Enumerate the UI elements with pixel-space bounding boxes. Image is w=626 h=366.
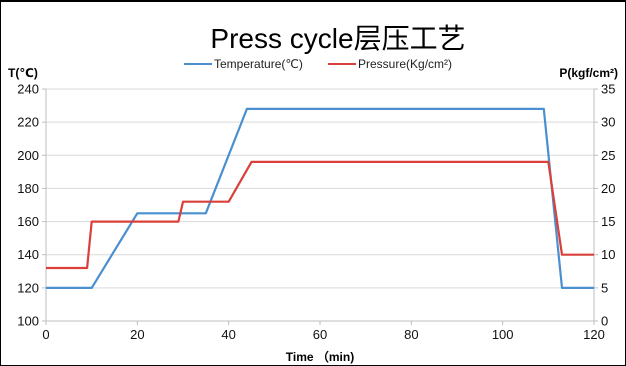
data-series — [46, 107, 594, 289]
y-left-axis-title: T(℃) — [8, 66, 38, 80]
y-right-tick-label-20: 20 — [601, 181, 615, 196]
y-right-tick-label-0: 0 — [601, 314, 608, 329]
y-left-tick-label-120: 120 — [17, 280, 39, 295]
x-tick-label-80: 80 — [404, 327, 418, 342]
x-tick-label-0: 0 — [42, 327, 49, 342]
x-tick-label-100: 100 — [492, 327, 514, 342]
legend-label-pressure: Pressure(Kg/cm²) — [358, 57, 452, 71]
y-left-tick-label-140: 140 — [17, 247, 39, 262]
x-tick-label-120: 120 — [583, 327, 605, 342]
y-left-tick-label-200: 200 — [17, 148, 39, 163]
legend-label-temperature: Temperature(℃) — [214, 57, 303, 71]
x-tick-label-40: 40 — [221, 327, 235, 342]
y-right-tick-label-10: 10 — [601, 247, 615, 262]
y-right-tick-label-25: 25 — [601, 148, 615, 163]
y-left-tick-label-100: 100 — [17, 314, 39, 329]
y-left-tick-label-180: 180 — [17, 181, 39, 196]
x-tick-label-60: 60 — [313, 327, 327, 342]
y-right-tick-label-15: 15 — [601, 214, 615, 229]
y-right-tick-label-35: 35 — [601, 82, 615, 97]
y-left-tick-label-160: 160 — [17, 214, 39, 229]
chart-title: Press cycle层压工艺 — [210, 23, 465, 54]
y-left-tick-label-220: 220 — [17, 115, 39, 130]
x-tick-label-20: 20 — [130, 327, 144, 342]
y-right-axis-title: P(kgf/cm²) — [559, 66, 618, 80]
axes — [42, 88, 598, 325]
series-line-temperature — [46, 107, 594, 289]
series-line-pressure — [46, 160, 594, 270]
gridlines — [46, 88, 594, 289]
x-axis-title: Time （min) — [286, 349, 354, 364]
tick-labels: 0 20 40 60 80 100 120 100 120 140 160 180 200 220 240 0… — [17, 82, 615, 343]
y-left-tick-label-240: 240 — [17, 82, 39, 97]
y-right-tick-label-5: 5 — [601, 280, 608, 295]
legend: Temperature(℃) Pressure(Kg/cm²) — [184, 57, 452, 71]
y-right-tick-label-30: 30 — [601, 115, 615, 130]
